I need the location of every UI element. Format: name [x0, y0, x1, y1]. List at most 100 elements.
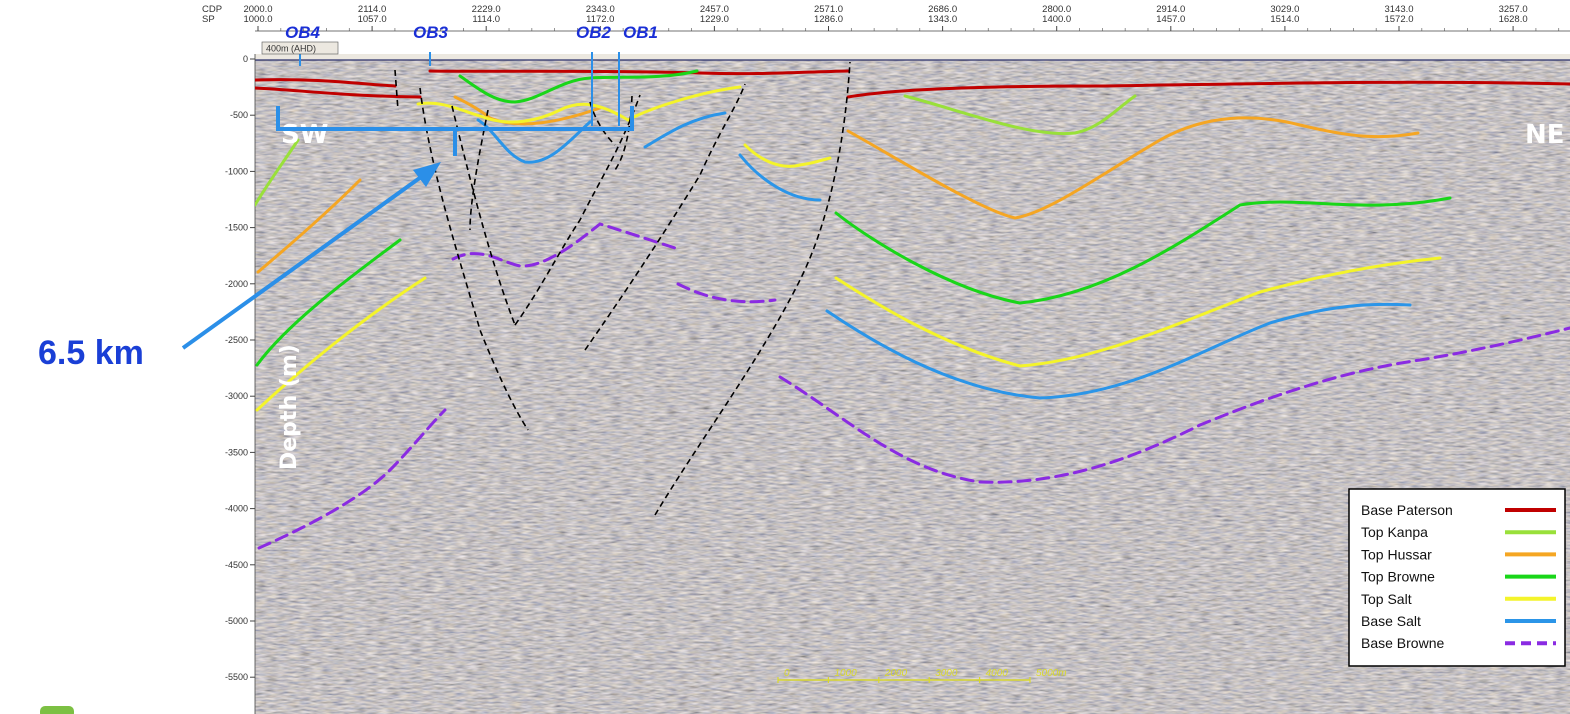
direction-ne-label: NE — [1525, 120, 1565, 150]
depth-tick-label: -2000 — [225, 279, 248, 289]
depth-tick-label: -3000 — [225, 391, 248, 401]
horizon-line — [846, 116, 1420, 220]
cdp-tick-label: 3257.0 — [1499, 4, 1528, 15]
sp-row-label: SP — [202, 14, 215, 25]
legend-entry-label: Base Salt — [1361, 613, 1421, 629]
horizon-line — [834, 196, 1452, 305]
well-markers: OB4 OB3 OB2 OB1 — [285, 23, 658, 126]
depth-axis: 0 -500 -1000 -1500 -2000 -2500 -3000 -3500 -4000… — [225, 54, 256, 714]
datum-label: 400m (AHD) — [266, 44, 316, 54]
well-label: OB1 — [623, 23, 658, 42]
legend-entry-label: Top Browne — [1361, 569, 1435, 585]
legend-entry-label: Top Hussar — [1361, 546, 1432, 562]
cdp-tick-label: 2000.0 — [243, 4, 272, 15]
distance-bracket — [276, 106, 634, 156]
scale-bar-label: 2000 — [884, 668, 908, 679]
distance-arrow — [181, 162, 441, 350]
scale-bar-label: 3000 — [935, 668, 958, 679]
direction-sw-label: SW — [281, 120, 328, 150]
horizon-line — [778, 326, 1570, 484]
sp-tick-label: 1400.0 — [1042, 14, 1071, 25]
fault-line — [469, 109, 489, 231]
sp-tick-label: 1457.0 — [1156, 14, 1185, 25]
seismic-panel — [255, 54, 1570, 714]
horizon-line — [458, 69, 699, 104]
horizon-line — [476, 118, 592, 164]
cdp-tick-label: 2914.0 — [1156, 4, 1185, 15]
scale-bar-label: 1000 — [834, 668, 857, 679]
horizon-line — [255, 78, 397, 88]
distance-label: 6.5 km — [38, 334, 144, 372]
horizon-line — [825, 302, 1412, 400]
depth-tick-label: -500 — [230, 110, 248, 120]
legend-entry-label: Top Salt — [1361, 591, 1412, 607]
legend-entry-label: Base Paterson — [1361, 502, 1453, 518]
legend-entry-label: Base Browne — [1361, 635, 1444, 651]
well-label: OB4 — [285, 23, 321, 42]
depth-axis-label: Depth (m) — [277, 344, 302, 470]
well-label: OB3 — [413, 23, 449, 42]
horizon-line — [643, 111, 727, 149]
horizon-line — [255, 138, 300, 207]
cdp-tick-label: 2229.0 — [472, 4, 501, 15]
fault-line — [394, 69, 399, 111]
horizon-line — [257, 408, 447, 550]
cdp-tick-label: 3143.0 — [1384, 4, 1413, 15]
cdp-tick-label: 2343.0 — [586, 4, 615, 15]
depth-tick-label: -1500 — [225, 223, 248, 233]
horizon-line — [738, 153, 822, 202]
horizon-line — [676, 282, 777, 304]
horizon-line — [834, 256, 1442, 368]
sp-tick-label: 1000.0 — [243, 14, 272, 25]
sp-tick-label: 1229.0 — [700, 14, 729, 25]
sp-tick-label: 1172.0 — [586, 14, 614, 25]
fault-line — [584, 83, 746, 351]
depth-tick-label: -1000 — [225, 166, 248, 176]
depth-tick-label: 0 — [243, 54, 248, 64]
cdp-tick-label: 2457.0 — [700, 4, 729, 15]
depth-tick-label: -4000 — [225, 504, 248, 514]
sp-tick-label: 1343.0 — [928, 14, 957, 25]
horizon-line — [416, 85, 742, 124]
sp-tick-label: 1286.0 — [814, 14, 843, 25]
datum-label-box: 400m (AHD) — [261, 41, 339, 55]
sp-tick-label: 1514.0 — [1270, 14, 1299, 25]
horizon-line — [903, 94, 1137, 136]
cdp-tick-label: 3029.0 — [1270, 4, 1299, 15]
fault-line — [514, 94, 641, 326]
cdp-row-label: CDP — [202, 4, 222, 15]
sp-tick-label: 1114.0 — [472, 14, 500, 25]
sp-tick-label: 1628.0 — [1499, 14, 1528, 25]
cdp-tick-label: 2114.0 — [358, 4, 386, 15]
legend: Base Paterson Top Kanpa Top Hussar Top Brow… — [1348, 488, 1566, 667]
scale-bar: 0 1000 2000 3000 4000 5000m — [777, 668, 1067, 683]
sp-tick-label: 1057.0 — [358, 14, 387, 25]
cdp-tick-label: 2800.0 — [1042, 4, 1071, 15]
depth-tick-label: -4500 — [225, 560, 248, 570]
scale-bar-label: 5000m — [1036, 668, 1067, 679]
fault-line — [654, 61, 851, 516]
horizon-line — [743, 143, 832, 168]
cdp-tick-label: 2571.0 — [814, 4, 843, 15]
sp-tick-label: 1572.0 — [1384, 14, 1413, 25]
horizon-line — [451, 222, 677, 268]
horizon-line — [255, 276, 427, 412]
horizon-line — [255, 238, 402, 367]
well-label: OB2 — [576, 23, 612, 42]
cdp-tick-label: 2686.0 — [928, 4, 957, 15]
horizon-line — [256, 178, 362, 274]
depth-tick-label: -2500 — [225, 335, 248, 345]
depth-tick-label: -5500 — [225, 672, 248, 682]
depth-tick-label: -3500 — [225, 447, 248, 457]
scale-bar-label: 4000 — [986, 668, 1009, 679]
horizon-line — [846, 80, 1570, 99]
depth-tick-label: -5000 — [225, 616, 248, 626]
horizon-line — [255, 86, 422, 99]
fault-line — [451, 105, 516, 326]
legend-entry-label: Top Kanpa — [1361, 524, 1428, 540]
corner-badge — [40, 706, 74, 714]
scale-bar-label: 0 — [784, 668, 790, 679]
interpreted-horizons — [255, 69, 1570, 550]
